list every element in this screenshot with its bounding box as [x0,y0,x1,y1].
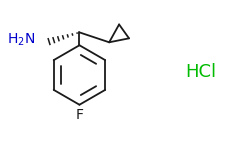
Text: F: F [76,108,83,122]
Text: $\mathregular{H_2N}$: $\mathregular{H_2N}$ [7,31,35,48]
Text: HCl: HCl [185,63,216,81]
